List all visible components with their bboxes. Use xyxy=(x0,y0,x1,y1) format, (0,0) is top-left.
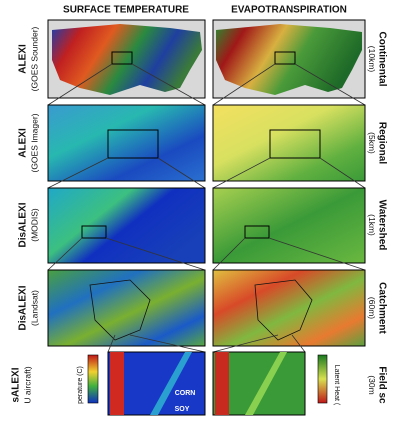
crop-label: SOY xyxy=(175,406,190,413)
row-scale: Catchment xyxy=(376,282,387,334)
zoom-box xyxy=(81,225,107,239)
row-resolution: (30m xyxy=(367,375,377,394)
map-area xyxy=(52,24,202,95)
field-strip xyxy=(245,352,287,415)
catchment-outline xyxy=(89,279,151,341)
row-sensor: (GOES Imager) xyxy=(29,113,39,172)
row-resolution: (60m) xyxy=(367,297,377,319)
map-panel xyxy=(212,104,366,182)
zoom-box xyxy=(107,129,159,159)
zoom-box xyxy=(244,225,270,239)
crop-label: CORN xyxy=(175,390,196,397)
zoom-lines xyxy=(47,237,366,271)
colorbar xyxy=(317,354,328,404)
catchment-outline xyxy=(254,279,313,341)
field-strip xyxy=(150,352,192,415)
column-header: EVAPOTRANSPIRATION xyxy=(231,5,347,16)
field-strip xyxy=(215,352,229,415)
zoom-box xyxy=(111,51,133,65)
row-model: DisALEXI xyxy=(18,202,29,247)
row-sensor: (Landsat) xyxy=(29,290,39,326)
row-model: DisALEXI xyxy=(18,285,29,330)
zoom-lines xyxy=(47,157,366,189)
map-panel xyxy=(47,187,206,264)
row-model: sALEXI xyxy=(11,367,22,402)
field-strip xyxy=(110,352,124,415)
zoom-lines xyxy=(107,334,306,353)
zoom-box xyxy=(269,129,321,159)
colorbar-label: perature (C) xyxy=(77,366,84,404)
map-area xyxy=(216,24,362,95)
row-model: ALEXI xyxy=(18,128,29,158)
row-sensor: (MODIS) xyxy=(29,208,39,242)
map-panel xyxy=(47,104,206,182)
map-panel xyxy=(212,269,366,347)
zoom-lines xyxy=(47,63,366,106)
row-resolution: (5km) xyxy=(367,132,377,154)
row-sensor: U aircraft) xyxy=(22,366,32,403)
row-resolution: (10km) xyxy=(367,46,377,73)
row-labels: ALEXI (GOES Sounder) Continental(10km)ALEX… xyxy=(11,26,388,404)
row-model: ALEXI xyxy=(18,44,29,74)
row-scale: Continental xyxy=(376,32,387,87)
column-header: SURFACE TEMPERATURE xyxy=(63,5,189,16)
colorbar xyxy=(87,354,99,404)
row-sensor: (GOES Sounder) xyxy=(29,26,39,91)
row-scale: Watershed xyxy=(376,200,387,251)
row-scale: Field sc xyxy=(376,366,387,404)
map-panel xyxy=(47,269,206,347)
row-resolution: (1km) xyxy=(367,214,377,236)
row-scale: Regional xyxy=(376,122,387,164)
zoom-box xyxy=(274,51,296,65)
map-panel xyxy=(212,187,366,264)
colorbar-label: Latent Heat ( xyxy=(333,365,340,406)
